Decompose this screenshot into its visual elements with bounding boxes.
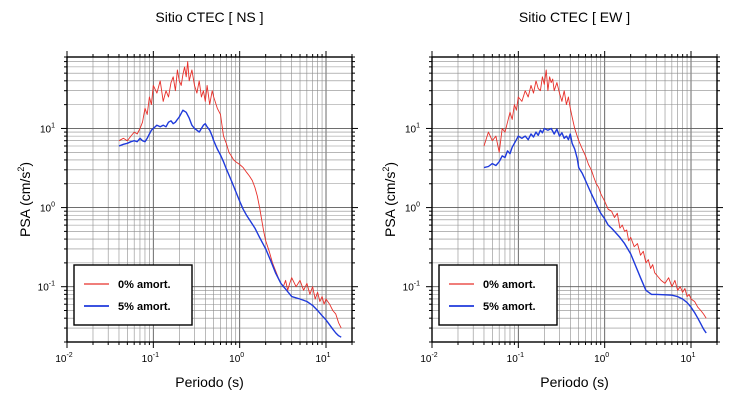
x-axis-label: Periodo (s) xyxy=(540,374,608,390)
grid-lines xyxy=(66,56,353,343)
legend-label: 0% amort. xyxy=(118,279,171,291)
series-line-blue xyxy=(483,127,707,334)
x-tick-label: 10-2 xyxy=(55,352,72,365)
legend-box xyxy=(73,264,193,326)
legend-label: 0% amort. xyxy=(483,279,536,291)
plot-frame xyxy=(431,56,718,343)
y-tick-label: 101 xyxy=(40,122,55,135)
legend-label: 5% amort. xyxy=(118,301,171,313)
legend-box xyxy=(438,264,558,326)
x-tick-label: 100 xyxy=(594,352,609,365)
grid-lines xyxy=(431,56,718,343)
plot-frame xyxy=(66,56,353,343)
x-tick-label: 10-1 xyxy=(142,352,159,365)
x-tick-label: 101 xyxy=(680,352,695,365)
chart-panel-ew: 10-2 10-1 100 101 10-1 100 101 Sitio CTEC [ EW … xyxy=(381,9,723,390)
legend-label: 5% amort. xyxy=(483,301,536,313)
series-line-blue xyxy=(118,109,342,338)
y-axis-label: PSA (cm/s2) xyxy=(381,162,398,237)
y-tick-label: 10-1 xyxy=(38,281,55,294)
y-tick-label: 10-1 xyxy=(403,281,420,294)
x-tick-label: 100 xyxy=(229,352,244,365)
series-group xyxy=(118,61,342,338)
chart-title: Sitio CTEC [ NS ] xyxy=(155,9,263,25)
y-axis-label: PSA (cm/s2) xyxy=(16,162,33,237)
x-axis-label: Periodo (s) xyxy=(175,374,243,390)
series-line-red xyxy=(483,69,707,319)
legend: 0% amort. 5% amort. xyxy=(73,264,193,326)
x-tick-label: 10-2 xyxy=(420,352,437,365)
y-tick-label: 100 xyxy=(405,202,420,215)
x-tick-label: 10-1 xyxy=(507,352,524,365)
series-group xyxy=(483,69,707,334)
series-line-red xyxy=(118,61,342,329)
chart-title: Sitio CTEC [ EW ] xyxy=(519,9,630,25)
chart-panel-ns: 10-2 10-1 100 101 10-1 100 101 Sitio CTEC [ NS … xyxy=(16,9,358,390)
x-tick-label: 101 xyxy=(315,352,330,365)
y-tick-label: 101 xyxy=(405,122,420,135)
y-tick-label: 100 xyxy=(40,202,55,215)
legend: 0% amort. 5% amort. xyxy=(438,264,558,326)
